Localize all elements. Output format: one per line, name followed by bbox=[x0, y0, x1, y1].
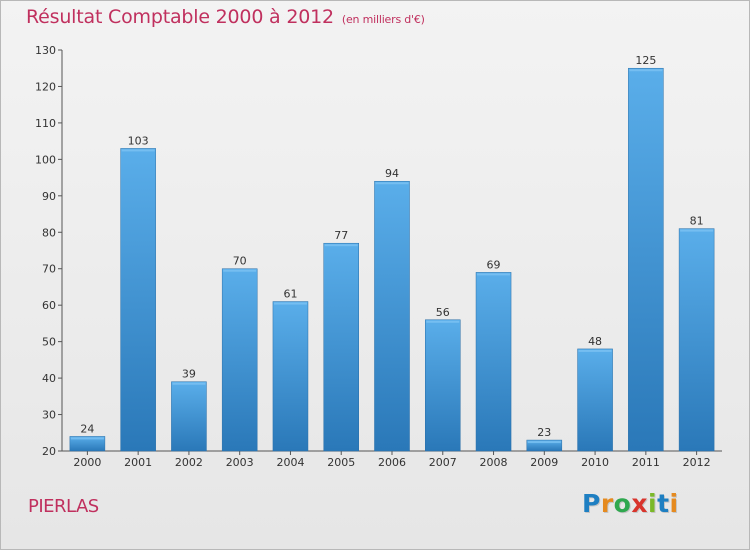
bar-highlight bbox=[477, 273, 511, 276]
bar-highlight bbox=[70, 437, 104, 440]
bar bbox=[120, 148, 156, 452]
data-label: 69 bbox=[487, 258, 501, 271]
x-tick-label: 2009 bbox=[530, 456, 558, 469]
x-tick-label: 2001 bbox=[124, 456, 152, 469]
x-tick-label: 2000 bbox=[73, 456, 101, 469]
y-tick-label: 100 bbox=[35, 153, 56, 166]
data-label: 23 bbox=[537, 426, 551, 439]
data-label: 24 bbox=[80, 422, 94, 435]
y-tick-label: 120 bbox=[35, 80, 56, 93]
bar bbox=[221, 268, 258, 452]
bar bbox=[678, 228, 715, 452]
x-tick-label: 2012 bbox=[683, 456, 711, 469]
bars-group bbox=[69, 67, 715, 452]
x-tick-label: 2002 bbox=[175, 456, 203, 469]
x-tick-label: 2011 bbox=[632, 456, 660, 469]
data-label: 56 bbox=[436, 306, 450, 319]
bar-highlight bbox=[578, 349, 612, 352]
bar bbox=[526, 439, 563, 452]
bar-highlight bbox=[680, 229, 714, 232]
bar bbox=[628, 67, 664, 452]
bar bbox=[272, 301, 309, 452]
logo-letter: i bbox=[648, 489, 658, 518]
y-tick-label: 130 bbox=[35, 44, 56, 57]
logo-letter: r bbox=[600, 489, 614, 518]
y-tick-label: 50 bbox=[42, 336, 56, 349]
data-label: 39 bbox=[182, 368, 196, 381]
commune-name: PIERLAS bbox=[28, 496, 99, 517]
bar-highlight bbox=[426, 320, 460, 323]
data-label: 94 bbox=[385, 167, 399, 180]
bar bbox=[577, 348, 613, 452]
unit-label: (en milliers d'€) bbox=[341, 13, 425, 26]
title-text: Résultat Comptable 2000 à 2012 bbox=[26, 6, 334, 28]
data-label: 125 bbox=[635, 54, 656, 67]
chart-title: Résultat Comptable 2000 à 2012 (en millie… bbox=[26, 6, 425, 28]
logo-letter: o bbox=[613, 489, 632, 518]
y-tick-label: 60 bbox=[42, 299, 56, 312]
proxiti-logo: Proxiti bbox=[582, 489, 679, 518]
data-label: 61 bbox=[283, 288, 297, 301]
bar bbox=[69, 436, 106, 452]
bar-highlight bbox=[629, 69, 663, 72]
bar-highlight bbox=[121, 149, 155, 152]
y-tick-label: 90 bbox=[42, 190, 56, 203]
x-tick-label: 2004 bbox=[276, 456, 304, 469]
y-tick-label: 70 bbox=[42, 263, 56, 276]
bar-highlight bbox=[324, 244, 358, 247]
x-tick-label: 2006 bbox=[378, 456, 406, 469]
logo-letter: t bbox=[657, 489, 670, 518]
logo-letter: P bbox=[582, 489, 601, 518]
y-tick-label: 80 bbox=[42, 226, 56, 239]
bar-highlight bbox=[375, 182, 409, 185]
logo-letter: i bbox=[669, 489, 679, 518]
x-tick-label: 2003 bbox=[226, 456, 254, 469]
y-tick-label: 40 bbox=[42, 372, 56, 385]
x-tick-label: 2007 bbox=[429, 456, 457, 469]
data-label: 70 bbox=[233, 255, 247, 268]
bar bbox=[425, 319, 461, 452]
bar-highlight bbox=[172, 382, 206, 385]
x-tick-label: 2008 bbox=[480, 456, 508, 469]
data-label: 81 bbox=[690, 215, 704, 228]
bar-highlight bbox=[527, 441, 561, 444]
data-label: 48 bbox=[588, 335, 602, 348]
data-label: 103 bbox=[128, 134, 149, 147]
bar bbox=[374, 180, 410, 452]
bar-highlight bbox=[273, 302, 307, 305]
bar bbox=[171, 381, 207, 452]
x-axis: 2000 2001 2002 2003 2004 2005 2006 2007 2008 2009… bbox=[62, 450, 722, 469]
bar bbox=[323, 242, 359, 452]
x-tick-label: 2005 bbox=[327, 456, 355, 469]
y-tick-label: 30 bbox=[42, 409, 56, 422]
y-tick-label: 110 bbox=[35, 117, 56, 130]
bar bbox=[475, 272, 512, 452]
x-tick-label: 2010 bbox=[581, 456, 609, 469]
y-axis: 20 30 40 50 60 70 80 90 100 110 120 130 bbox=[35, 44, 63, 458]
data-labels-group: 24 103 39 70 61 77 94 56 69 23 48 125 81 bbox=[80, 54, 703, 439]
data-label: 77 bbox=[334, 229, 348, 242]
y-tick-label: 20 bbox=[42, 445, 56, 458]
logo-letter: x bbox=[631, 489, 648, 518]
bar-highlight bbox=[223, 269, 257, 272]
